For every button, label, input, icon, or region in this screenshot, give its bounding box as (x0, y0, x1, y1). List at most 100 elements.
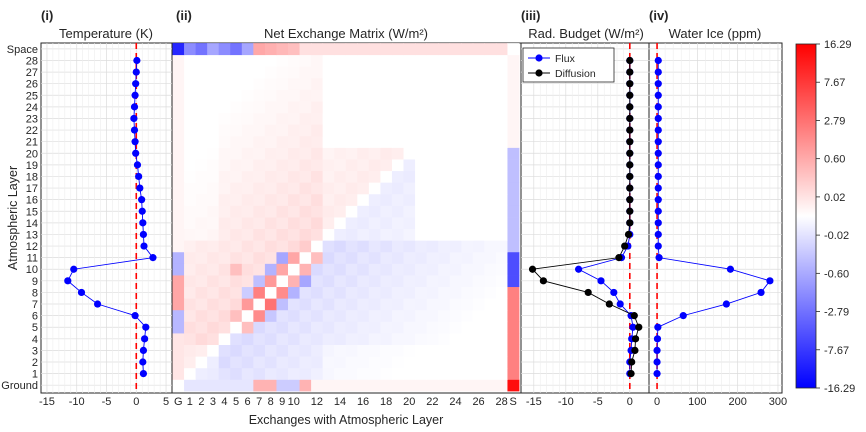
x-tick-label: -5 (102, 396, 112, 408)
heatmap-cell (322, 89, 335, 102)
heatmap-cell (288, 101, 300, 114)
panel-iv-label: (iv) (649, 8, 669, 23)
heatmap-cell (368, 356, 381, 369)
heatmap-cell (241, 54, 254, 67)
heatmap-cell (484, 101, 497, 114)
heatmap-cell (311, 205, 324, 218)
heatmap-cell (334, 367, 347, 380)
heatmap-cell (357, 147, 370, 160)
heatmap-cell (299, 228, 312, 241)
heatmap-cell (345, 217, 358, 230)
heatmap-cell (218, 263, 231, 276)
heatmap-cell (184, 135, 196, 148)
heatmap-cell (230, 344, 243, 357)
heatmap-cell (207, 54, 220, 67)
heatmap-cell (299, 367, 312, 380)
heatmap-cell (172, 379, 185, 392)
heatmap-cell (380, 89, 393, 102)
heatmap-cell (403, 286, 416, 299)
heatmap-cell (461, 309, 474, 322)
heatmap-cell (449, 333, 462, 346)
heatmap-cell (484, 77, 497, 90)
heatmap-cell (449, 147, 462, 160)
heatmap-cell (357, 101, 370, 114)
heatmap-cell (311, 43, 324, 56)
heatmap-cell (264, 66, 277, 79)
data-point (139, 346, 148, 355)
y-tick-label: Space (7, 44, 38, 56)
heatmap-cell (322, 228, 335, 241)
heatmap-cell (357, 170, 370, 183)
x-tick-label: 0 (627, 396, 633, 408)
heatmap-cell (264, 367, 277, 380)
y-tick-label: 28 (26, 55, 38, 67)
panel-iii-title: Rad. Budget (W/m²) (528, 26, 644, 41)
heatmap-cell (184, 112, 196, 125)
data-point (626, 114, 634, 123)
x-tick-label: G (174, 396, 183, 408)
heatmap-cell (218, 240, 231, 253)
heatmap-cell (218, 333, 231, 346)
heatmap-cell (495, 43, 508, 56)
heatmap-cell (368, 43, 381, 56)
heatmap-cell (495, 135, 508, 148)
heatmap-cell (218, 159, 231, 172)
heatmap-cell (288, 356, 300, 369)
heatmap-cell (253, 286, 266, 299)
heatmap-cell (264, 298, 277, 311)
heatmap-cell (241, 367, 254, 380)
heatmap-cell (484, 54, 497, 67)
heatmap-cell (484, 89, 497, 102)
heatmap-cell (172, 251, 185, 264)
heatmap-cell (507, 228, 520, 241)
heatmap-cell (207, 170, 220, 183)
heatmap-cell (195, 228, 208, 241)
heatmap-cell (322, 193, 335, 206)
heatmap-cell (230, 66, 243, 79)
heatmap-cell (403, 101, 416, 114)
heatmap-cell (403, 66, 416, 79)
data-point (140, 242, 148, 250)
heatmap-cell (368, 240, 381, 253)
heatmap-cell (253, 193, 266, 206)
heatmap-cell (449, 309, 462, 322)
heatmap-cell (415, 263, 427, 276)
heatmap-cell (299, 89, 312, 102)
heatmap-cell (345, 43, 358, 56)
heatmap-cell (172, 240, 185, 253)
heatmap-cell (426, 205, 439, 218)
heatmap-cell (253, 228, 266, 241)
heatmap-cell (322, 54, 335, 67)
heatmap-cell (218, 228, 231, 241)
heatmap-cell (288, 217, 300, 230)
heatmap-cell (288, 333, 300, 346)
heatmap-cell (276, 228, 289, 241)
heatmap-cell (449, 298, 462, 311)
heatmap-cell (264, 356, 277, 369)
heatmap-cell (415, 101, 427, 114)
heatmap-cell (345, 101, 358, 114)
heatmap-cell (484, 344, 497, 357)
heatmap-cell (391, 263, 404, 276)
heatmap-cell (345, 251, 358, 264)
heatmap-cell (241, 43, 254, 56)
heatmap-cell (264, 251, 277, 264)
x-tick-label: 100 (688, 396, 706, 408)
heatmap-cell (345, 286, 358, 299)
x-tick-label: 5 (163, 396, 169, 408)
heatmap-cell (172, 43, 185, 56)
colorbar-tick-label: 0.60 (824, 154, 845, 166)
heatmap-cell (391, 205, 404, 218)
data-point (575, 265, 583, 273)
heatmap-cell (322, 275, 335, 288)
heatmap-cell (207, 309, 220, 322)
heatmap-cell (288, 43, 300, 56)
heatmap-cell (195, 298, 208, 311)
heatmap-cell (253, 124, 266, 137)
heatmap-cell (461, 193, 474, 206)
heatmap-cell (172, 54, 185, 67)
heatmap-cell (195, 66, 208, 79)
heatmap-cell (507, 263, 520, 276)
heatmap-cell (449, 43, 462, 56)
